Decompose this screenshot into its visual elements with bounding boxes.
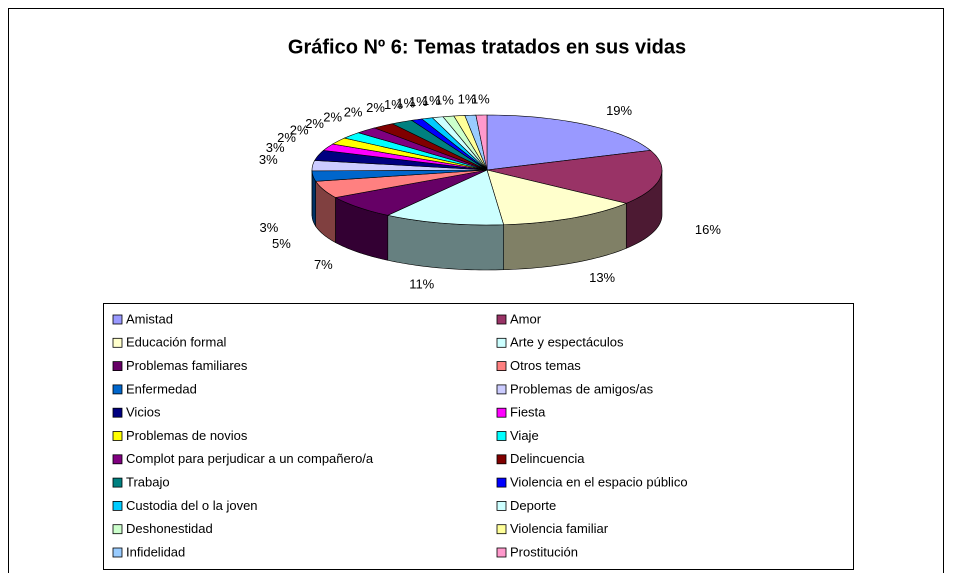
legend-swatch: [496, 337, 507, 348]
legend-label: Arte y espectáculos: [510, 335, 624, 350]
data-label: 13%: [589, 270, 615, 285]
legend-label: Enfermedad: [126, 381, 197, 396]
legend-swatch: [112, 454, 123, 465]
slice: [311, 169, 488, 182]
data-label: 2%: [290, 123, 309, 138]
data-label: 1%: [471, 91, 490, 106]
legend-swatch: [496, 524, 507, 535]
legend-label: Prostitución: [510, 544, 578, 559]
data-label: 2%: [344, 104, 363, 119]
legend-label: Trabajo: [126, 475, 170, 490]
slice: [486, 114, 652, 171]
legend-swatch: [112, 337, 123, 348]
legend-label: Delincuencia: [510, 451, 585, 466]
data-label: 3%: [259, 220, 278, 235]
legend-swatch: [112, 431, 123, 441]
legend-label: Complot para perjudicar a un compañero/a: [126, 451, 374, 466]
legend-label: Vicios: [126, 405, 161, 420]
legend-swatch: [496, 547, 507, 558]
data-label: 1%: [422, 93, 441, 108]
legend-label: Problemas de amigos/as: [510, 381, 654, 396]
data-label: 7%: [314, 257, 333, 272]
legend-swatch: [496, 314, 507, 325]
data-label: 1%: [384, 97, 403, 112]
legend-swatch: [496, 431, 507, 441]
legend-label: Deshonestidad: [126, 521, 213, 536]
legend-swatch: [496, 361, 507, 372]
data-label: 1%: [435, 92, 454, 107]
data-label: 1%: [458, 92, 477, 107]
chart-title: Gráfico Nº 6: Temas tratados en sus vida…: [288, 36, 686, 58]
legend-swatch: [496, 454, 507, 465]
data-label: 1%: [409, 94, 428, 109]
data-label: 2%: [366, 100, 385, 115]
slice: [475, 114, 488, 171]
legend-swatch: [112, 524, 123, 535]
slice: [486, 169, 628, 226]
data-label: 2%: [305, 116, 324, 131]
data-label: 2%: [323, 110, 342, 125]
legend-label: Violencia familiar: [510, 521, 609, 536]
legend-label: Otros temas: [510, 358, 581, 373]
slice: [334, 169, 488, 216]
legend-swatch: [112, 361, 123, 372]
legend-label: Violencia en el espacio público: [510, 475, 688, 490]
legend-label: Custodia del o la joven: [126, 498, 258, 513]
legend-label: Viaje: [510, 428, 539, 443]
chart-frame: [8, 8, 944, 573]
legend-label: Problemas de novios: [126, 428, 248, 443]
legend-swatch: [112, 547, 123, 558]
legend-swatch: [496, 407, 507, 418]
legend-label: Amistad: [126, 311, 173, 326]
legend-label: Educación formal: [126, 335, 227, 350]
slice: [315, 169, 488, 198]
legend-label: Amor: [510, 311, 542, 326]
slice: [311, 160, 488, 172]
legend-box: [103, 303, 854, 570]
legend-label: Problemas familiares: [126, 358, 248, 373]
data-label: 5%: [272, 236, 291, 251]
legend-swatch: [112, 500, 123, 511]
slice: [386, 169, 505, 226]
data-label: 16%: [695, 222, 721, 237]
data-label: 19%: [606, 103, 632, 118]
legend-swatch: [112, 384, 123, 395]
legend-swatch: [496, 477, 507, 488]
legend-swatch: [112, 314, 123, 325]
data-label: 1%: [396, 95, 415, 110]
data-label: 3%: [266, 140, 285, 155]
data-label: 3%: [259, 152, 278, 167]
data-label: 2%: [277, 130, 296, 145]
legend-swatch: [496, 500, 507, 511]
legend-label: Fiesta: [510, 405, 546, 420]
legend-label: Deporte: [510, 498, 556, 513]
legend-swatch: [112, 477, 123, 488]
legend-swatch: [496, 384, 507, 395]
legend-swatch: [112, 407, 123, 418]
data-label: 11%: [409, 276, 434, 291]
slice: [486, 150, 663, 204]
legend-label: Infidelidad: [126, 544, 185, 559]
